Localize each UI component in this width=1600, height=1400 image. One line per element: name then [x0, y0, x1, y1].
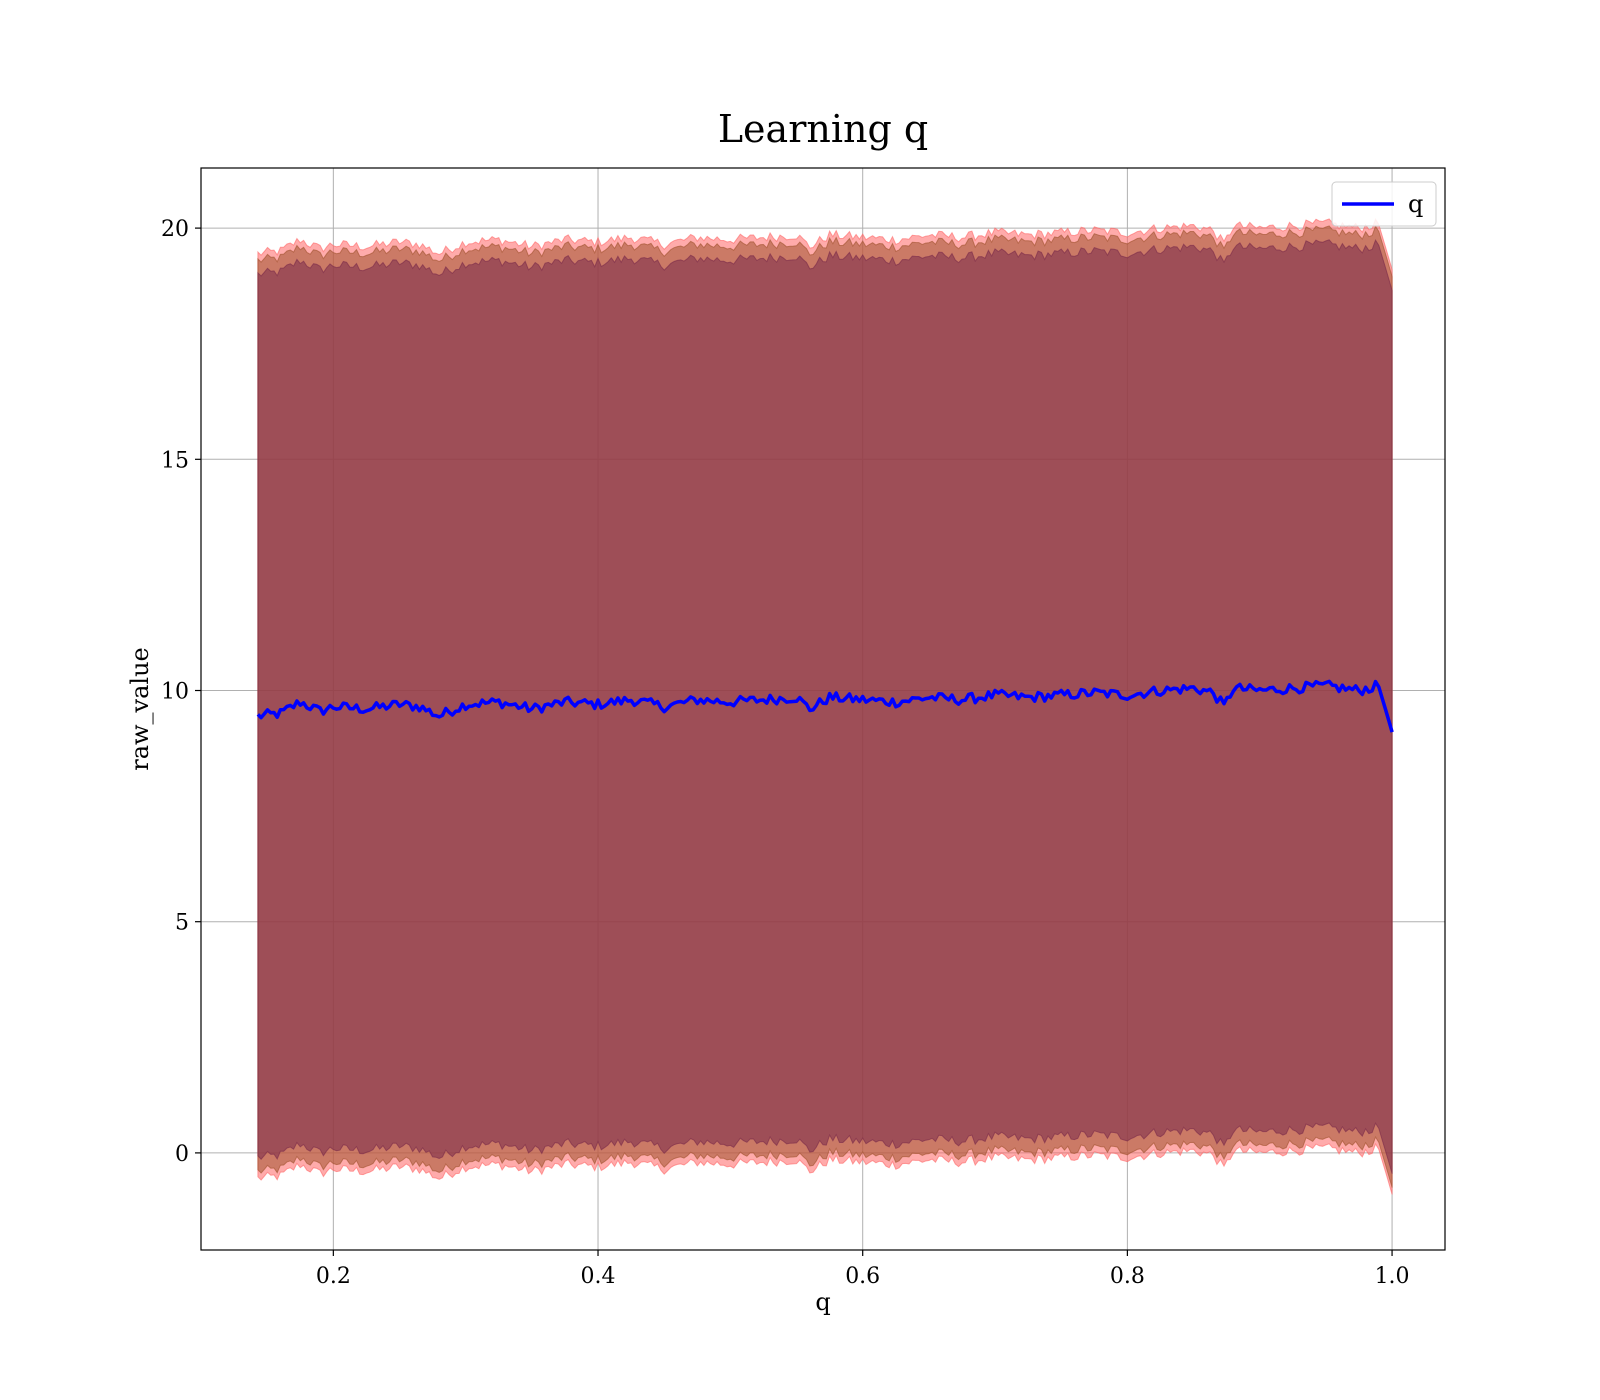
series-layer — [256, 679, 1394, 733]
x-tick-label: 1.0 — [1375, 1264, 1410, 1289]
y-tick-label: 5 — [175, 911, 189, 936]
y-tick-label: 10 — [161, 680, 189, 705]
x-tick-label: 0.6 — [845, 1264, 880, 1289]
y-tick-label: 0 — [175, 1142, 189, 1167]
y-axis-label: raw_value — [126, 647, 154, 771]
y-tick-label: 20 — [161, 217, 189, 242]
legend-label: q — [1408, 190, 1423, 218]
x-tick-label: 0.8 — [1110, 1264, 1145, 1289]
confidence-band-2 — [257, 238, 1393, 1174]
y-tick-label: 15 — [161, 448, 189, 473]
plot-frame — [200, 167, 1446, 1251]
x-axis: 0.2 0.4 0.6 0.8 1.0 — [316, 1250, 1410, 1289]
x-axis-label: q — [815, 1288, 830, 1316]
x-tick-label: 0.4 — [581, 1264, 616, 1289]
chart-title: Learning q — [718, 107, 928, 151]
series-line-q — [256, 679, 1394, 733]
y-axis: 0 5 10 15 20 — [161, 217, 201, 1167]
x-tick-label: 0.2 — [316, 1264, 351, 1289]
legend: q — [1331, 181, 1437, 227]
bands — [257, 218, 1393, 1195]
